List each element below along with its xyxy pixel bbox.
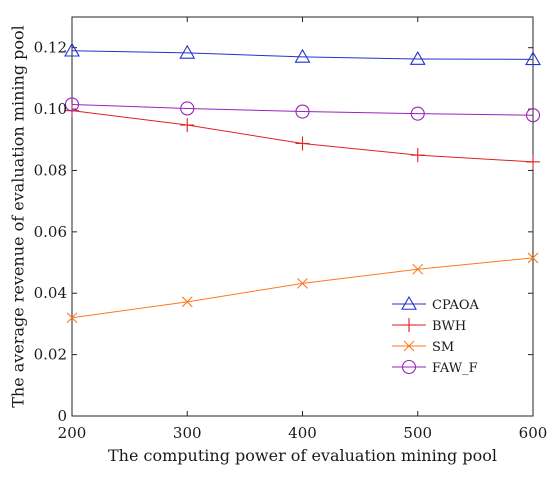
legend-marker <box>402 318 416 332</box>
y-axis-label: The average revenue of evaluation mining… <box>9 25 28 408</box>
data-point-bwh <box>526 154 540 169</box>
plot-area <box>71 16 534 417</box>
series-cpaoa <box>64 42 541 66</box>
y-tick-label: 0.06 <box>34 223 67 241</box>
series-faw-f <box>64 97 541 123</box>
plot-frame <box>71 16 534 417</box>
legend-entry-cpaoa: CPAOA <box>392 295 480 313</box>
legend-label: FAW_F <box>432 361 478 376</box>
data-point-bwh <box>180 118 195 133</box>
data-point-sm <box>527 252 539 264</box>
y-tick-label: 0.10 <box>34 100 67 118</box>
data-point-faw-f <box>180 101 195 116</box>
data-point-cpaoa <box>409 50 426 65</box>
series-line-faw-f <box>71 103 534 116</box>
data-point-sm <box>412 263 424 275</box>
data-point-sm <box>297 278 308 289</box>
x-tick-label: 200 <box>58 424 87 442</box>
data-point-cpaoa <box>525 51 541 66</box>
data-point-faw-f <box>295 104 310 119</box>
series-bwh <box>65 103 540 169</box>
cross-b <box>66 312 78 324</box>
cross-b <box>403 340 415 352</box>
data-point-cpaoa <box>294 48 311 63</box>
data-point-bwh <box>295 136 310 151</box>
legend-entry-bwh: BWH <box>392 318 466 334</box>
series-sm <box>66 252 539 324</box>
legend-label: CPAOA <box>432 298 480 313</box>
legend-entry-faw-f: FAW_F <box>392 359 478 376</box>
cross-b <box>412 263 424 275</box>
series-line-cpaoa <box>71 50 534 60</box>
y-tick-label: 0.08 <box>34 161 67 179</box>
data-point-sm <box>66 312 78 324</box>
legend-marker <box>403 340 415 352</box>
series-layer <box>64 42 541 324</box>
x-tick-label: 400 <box>288 424 317 442</box>
legend-label: SM <box>432 340 454 355</box>
data-point-bwh <box>410 148 425 163</box>
data-point-cpaoa <box>64 42 80 57</box>
x-tick-label: 500 <box>403 424 432 442</box>
y-tick-label: 0.12 <box>34 39 67 57</box>
data-point-cpaoa <box>179 44 196 59</box>
cross-b <box>181 296 193 308</box>
legend-marker <box>401 359 417 375</box>
legend-label: BWH <box>432 319 466 334</box>
legend-marker <box>401 295 417 310</box>
tick-labels: 0 0.02 0.04 0.06 0.08 0.10 0.12 200 300 400 500 600 <box>34 39 548 442</box>
data-point-faw-f <box>525 108 541 123</box>
y-tick-label: 0.02 <box>34 346 67 364</box>
cross-b <box>527 252 539 264</box>
legend: CPAOA BWH SM FAW_F <box>392 295 480 376</box>
x-tick-label: 600 <box>519 424 548 442</box>
data-point-faw-f <box>410 106 425 121</box>
x-axis-label: The computing power of evaluation mining… <box>108 446 497 465</box>
cross-b <box>297 278 308 289</box>
x-tick-label: 300 <box>173 424 202 442</box>
y-tick-label: 0 <box>57 407 67 425</box>
y-tick-label: 0.04 <box>34 284 67 302</box>
data-point-faw-f <box>64 97 80 112</box>
legend-entry-sm: SM <box>392 340 454 355</box>
data-point-sm <box>181 296 193 308</box>
